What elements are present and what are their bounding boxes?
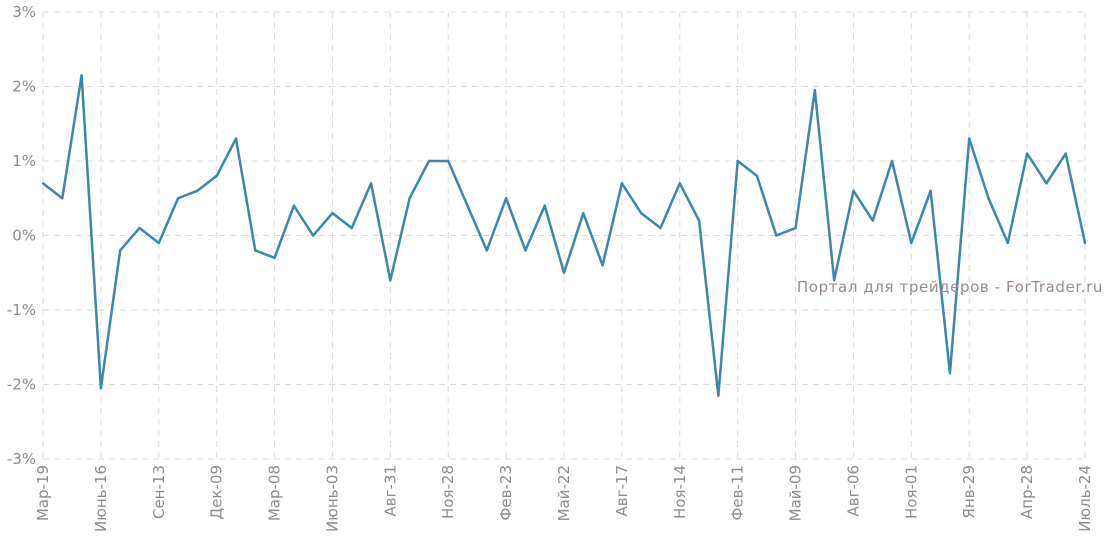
data-point (1025, 152, 1029, 155)
data-point (775, 234, 778, 237)
data-point (697, 219, 701, 222)
data-point (948, 372, 952, 375)
data-point (1045, 182, 1048, 185)
x-tick-label: Авг-17 (613, 465, 631, 516)
x-tick-label: Авг-31 (381, 465, 399, 516)
data-point (504, 197, 508, 200)
data-point (678, 182, 681, 185)
y-tick-label: 0% (12, 227, 36, 245)
data-point (350, 226, 353, 230)
data-point (157, 241, 160, 245)
data-point (929, 189, 932, 192)
x-tick-label: Мар-19 (34, 465, 52, 521)
x-tick-label: Июль-24 (1076, 465, 1094, 532)
x-tick-label: Май-09 (787, 465, 805, 521)
data-point (234, 137, 238, 140)
series-points (41, 74, 1087, 397)
data-point (1083, 241, 1087, 245)
x-tick-label: Фев-11 (729, 465, 747, 520)
vertical-gridlines (42, 12, 1086, 459)
x-tick-label: Фев-23 (497, 465, 515, 520)
data-point (852, 189, 855, 192)
data-point (447, 159, 450, 163)
data-point (254, 249, 257, 252)
x-tick-label: Сен-13 (150, 465, 168, 519)
data-point (601, 264, 604, 267)
data-point (813, 89, 817, 92)
data-point (794, 226, 797, 230)
data-point (138, 226, 141, 230)
data-point (311, 234, 315, 237)
x-tick-label: Мар-08 (266, 465, 284, 521)
data-point (99, 387, 103, 390)
data-point (408, 197, 411, 200)
y-tick-label: 3% (12, 3, 36, 21)
data-point (196, 189, 199, 192)
y-tick-label: -1% (7, 301, 36, 319)
y-tick-label: 2% (12, 78, 36, 96)
data-point (832, 279, 836, 282)
x-tick-label: Июнь-16 (92, 465, 110, 532)
data-point (717, 394, 720, 397)
data-point (1064, 152, 1067, 155)
x-axis-tick-labels: Мар-19 Июнь-16 Сен-13 Дек-09 Мар-08 Июнь-03 Ав… (34, 465, 1094, 532)
data-point (736, 159, 739, 163)
data-point (910, 241, 913, 245)
data-point (369, 182, 373, 185)
data-point (890, 159, 894, 163)
x-tick-label: Апр-28 (1018, 465, 1036, 519)
data-point (466, 204, 469, 207)
x-tick-label: Июнь-03 (323, 465, 341, 532)
data-point (485, 249, 489, 252)
y-tick-label: -3% (7, 450, 36, 468)
data-point (1006, 241, 1010, 245)
data-point (61, 197, 64, 200)
x-tick-label: Ноя-01 (902, 465, 920, 519)
watermark-text: Портал для трейдеров - ForTrader.ru (797, 278, 1103, 296)
x-tick-label: Ноя-28 (439, 465, 457, 519)
data-point (176, 197, 180, 200)
data-point (639, 211, 643, 215)
x-tick-label: Дек-09 (208, 465, 226, 520)
data-point (118, 249, 122, 252)
data-point (331, 211, 334, 215)
x-tick-label: Янв-29 (960, 465, 978, 519)
data-point (659, 226, 662, 230)
x-tick-label: Ноя-14 (671, 465, 689, 519)
data-point (582, 211, 585, 215)
data-point (968, 137, 971, 140)
y-tick-label: 1% (12, 152, 36, 170)
data-point (80, 74, 83, 77)
data-point (389, 279, 392, 282)
data-point (215, 174, 218, 178)
data-point (524, 249, 527, 252)
data-point (871, 219, 874, 222)
data-point (562, 271, 566, 274)
data-point (41, 182, 45, 185)
data-point (620, 182, 624, 185)
data-point (543, 204, 546, 207)
y-axis-tick-labels: 3% 2% 1% 0% -1% -2% -3% (7, 3, 36, 468)
data-point (427, 159, 431, 163)
data-point (987, 197, 990, 200)
x-tick-label: Май-22 (555, 465, 573, 521)
y-tick-label: -2% (7, 376, 36, 394)
data-point (292, 204, 296, 207)
data-point (755, 174, 759, 178)
data-point (273, 256, 276, 260)
x-tick-label: Авг-06 (844, 465, 862, 516)
